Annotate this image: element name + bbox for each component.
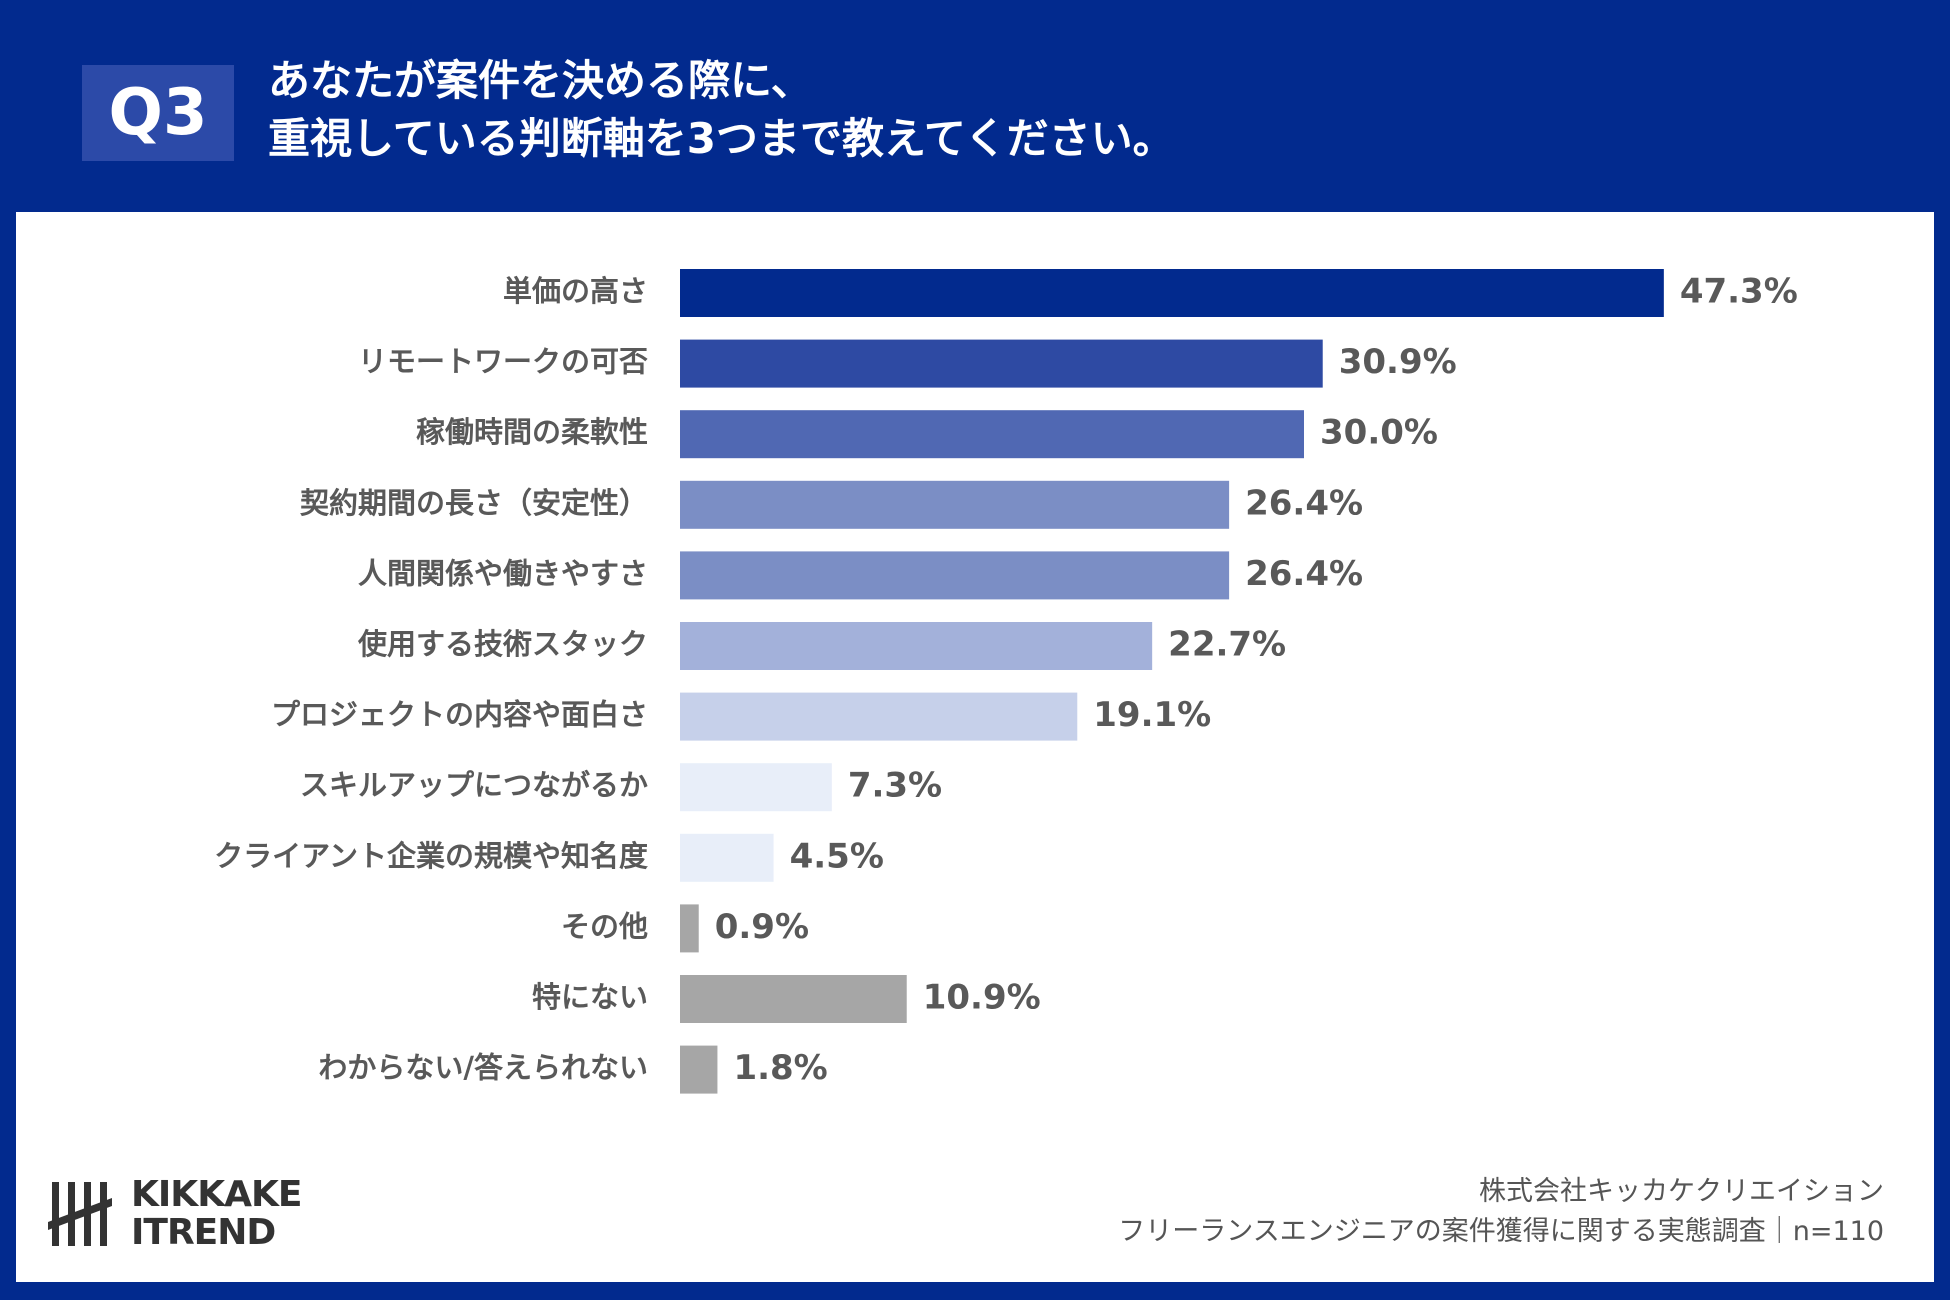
bar <box>680 551 1230 600</box>
value-label: 10.9% <box>923 978 1041 1018</box>
category-label: 契約期間の長さ（安定性） <box>300 486 648 520</box>
bar <box>680 1045 718 1094</box>
bar-chart: 単価の高さ 47.3% リモートワークの可否 30.9% 稼働時間の柔軟性 30.0% 契約… <box>214 269 1798 1094</box>
bar <box>680 692 1078 741</box>
category-label: 人間関係や働きやすさ <box>358 556 648 590</box>
bar <box>680 480 1230 529</box>
category-label: リモートワークの可否 <box>358 345 648 379</box>
brand-name: KIKKAKE ITREND <box>131 1174 302 1253</box>
value-label: 47.3% <box>1680 272 1798 312</box>
category-label: わからない/答えられない <box>318 1051 648 1085</box>
chart-panel: 単価の高さ 47.3% リモートワークの可否 30.9% 稼働時間の柔軟性 30.0% 契約… <box>16 212 1934 1282</box>
question-title-line1: あなたが案件を決める際に、 <box>268 56 813 105</box>
source-credit: 株式会社キッカケクリエイション フリーランスエンジニアの案件獲得に関する実態調査… <box>1118 1172 1884 1252</box>
category-label: 特にない <box>532 980 648 1014</box>
question-title: あなたが案件を決める際に、 重視している判断軸を3つまで教えてください。 <box>268 52 1175 168</box>
credit-survey: フリーランスエンジニアの案件獲得に関する実態調査｜n=110 <box>1118 1216 1884 1247</box>
credit-company: 株式会社キッカケクリエイション <box>1479 1176 1884 1207</box>
bar <box>680 833 774 882</box>
question-title-line2: 重視している判断軸を3つまで教えてください。 <box>268 114 1175 163</box>
bar <box>680 904 699 953</box>
bar <box>680 410 1304 459</box>
brand-name-line1: KIKKAKE <box>131 1174 302 1215</box>
value-label: 0.9% <box>715 907 809 947</box>
bar <box>680 975 907 1023</box>
value-label: 26.4% <box>1245 483 1363 523</box>
value-label: 19.1% <box>1093 695 1211 735</box>
value-label: 1.8% <box>733 1048 827 1088</box>
value-label: 30.9% <box>1339 342 1457 382</box>
category-label: クライアント企業の規模や知名度 <box>214 839 648 873</box>
bar <box>680 339 1323 388</box>
bar <box>680 763 832 812</box>
value-label: 26.4% <box>1245 554 1363 594</box>
category-label: 単価の高さ <box>503 274 648 308</box>
bar <box>680 622 1153 670</box>
category-label: その他 <box>561 909 648 943</box>
header: Q3 あなたが案件を決める際に、 重視している判断軸を3つまで教えてください。 <box>0 0 1950 210</box>
category-label: 稼働時間の柔軟性 <box>416 415 648 449</box>
bar <box>680 269 1664 317</box>
category-label: スキルアップにつながるか <box>300 768 648 802</box>
question-badge: Q3 <box>82 65 234 161</box>
category-label: プロジェクトの内容や面白さ <box>271 698 648 732</box>
value-label: 30.0% <box>1320 413 1438 453</box>
value-label: 4.5% <box>790 836 884 876</box>
category-label: 使用する技術スタック <box>357 627 648 661</box>
value-label: 22.7% <box>1168 625 1286 665</box>
brand-name-line2: ITREND <box>131 1212 276 1253</box>
value-label: 7.3% <box>848 766 942 806</box>
kikkake-logo-icon <box>48 1182 112 1246</box>
